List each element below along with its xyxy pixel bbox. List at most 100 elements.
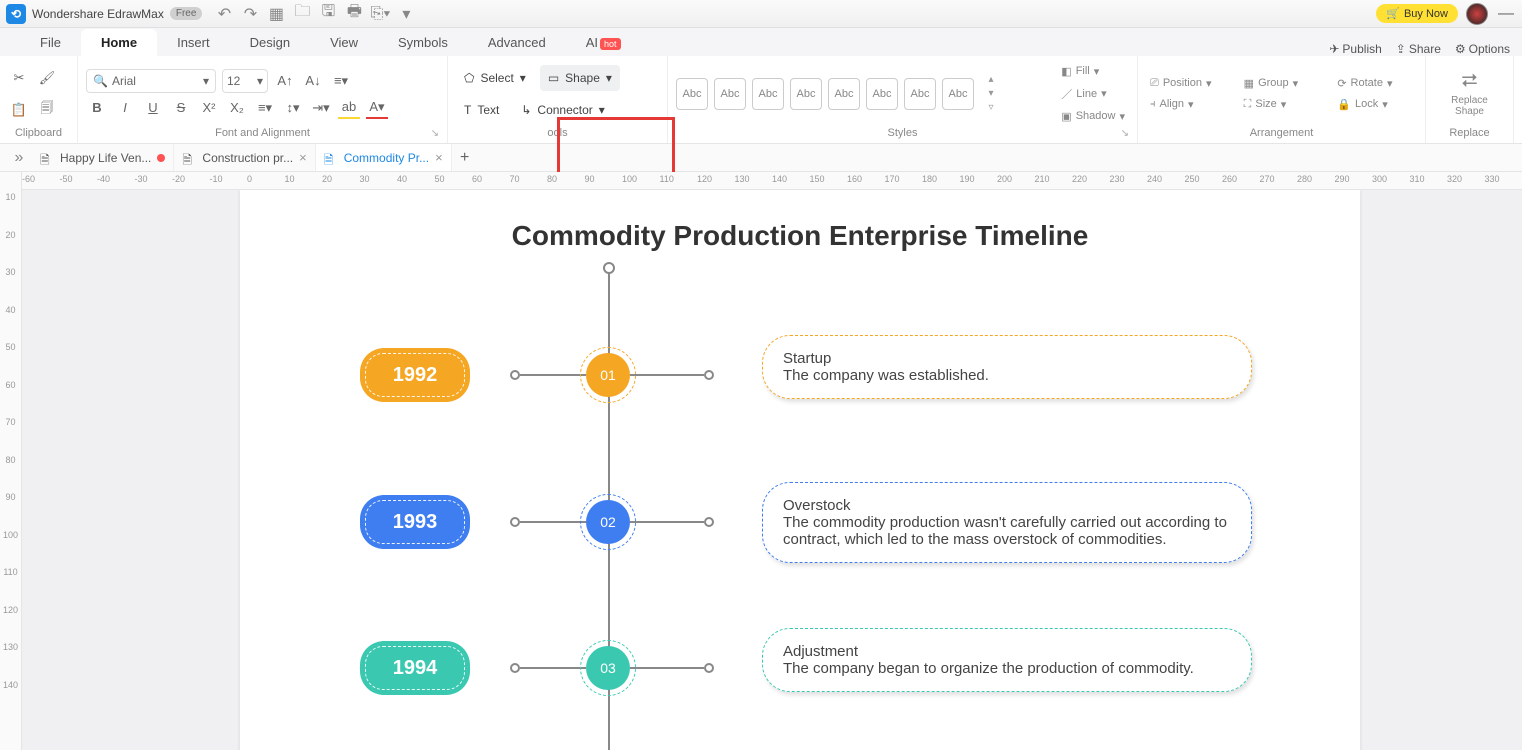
format-painter-icon[interactable]: 🖌 — [36, 67, 58, 89]
italic-icon[interactable]: I — [114, 97, 136, 119]
connector-tool[interactable]: ↳Connector▾ — [513, 97, 612, 123]
lock-button[interactable]: 🔒Lock▾ — [1333, 96, 1417, 113]
page[interactable]: Commodity Production Enterprise Timeline… — [240, 190, 1360, 750]
connector-line — [520, 521, 586, 523]
styles-group-launcher[interactable]: ↘ — [1121, 128, 1129, 139]
replace-shape-icon[interactable]: ⮂ — [1462, 70, 1478, 93]
bullets-icon[interactable]: ≡▾ — [254, 97, 276, 119]
style-swatch[interactable]: Abc — [942, 78, 974, 110]
strikethrough-icon[interactable]: S — [170, 97, 192, 119]
style-swatch[interactable]: Abc — [676, 78, 708, 110]
menu-tab-ai[interactable]: AIhot — [566, 29, 641, 56]
year-pill[interactable]: 1993 — [360, 495, 470, 549]
size-button[interactable]: ⛶Size▾ — [1240, 96, 1324, 113]
redo-icon[interactable]: ↷ — [242, 6, 258, 22]
font-size-select[interactable]: 12 ▾ — [222, 69, 268, 93]
options-button[interactable]: ⚙Options — [1455, 42, 1510, 56]
align-button[interactable]: ⫞Align▾ — [1146, 96, 1230, 113]
save-icon[interactable]: 🖫 — [320, 6, 336, 22]
indent-icon[interactable]: ⇥▾ — [310, 97, 332, 119]
document-tab[interactable]: 🗎Commodity Pr...× — [316, 144, 452, 171]
publish-icon: ✈ — [1329, 42, 1339, 56]
copy-icon[interactable]: 🗐 — [36, 99, 58, 121]
style-swatch[interactable]: Abc — [714, 78, 746, 110]
description-box[interactable]: OverstockThe commodity production wasn't… — [762, 482, 1252, 563]
shape-tool[interactable]: ▭Shape▾ — [540, 65, 620, 91]
rotate-button[interactable]: ⟳Rotate▾ — [1333, 75, 1417, 92]
highlight-icon[interactable]: ab — [338, 97, 360, 119]
buy-now-button[interactable]: 🛒 Buy Now — [1376, 4, 1458, 23]
menu-tab-view[interactable]: View — [310, 29, 378, 56]
subscript-icon[interactable]: X₂ — [226, 97, 248, 119]
font-color-icon[interactable]: A▾ — [366, 97, 388, 119]
timeline-node[interactable]: 03 — [586, 646, 630, 690]
year-pill[interactable]: 1994 — [360, 641, 470, 695]
paste-icon[interactable]: 📋 — [8, 99, 30, 121]
vertical-ruler: 102030405060708090100110120130140 — [0, 172, 22, 750]
style-gallery-more[interactable]: ▿ — [984, 102, 998, 114]
menu-tab-advanced[interactable]: Advanced — [468, 29, 566, 56]
timeline-node[interactable]: 01 — [586, 353, 630, 397]
style-swatch[interactable]: Abc — [904, 78, 936, 110]
underline-icon[interactable]: U — [142, 97, 164, 119]
cut-icon[interactable]: ✂ — [8, 67, 30, 89]
fill-button[interactable]: ◧Fill▾ — [1057, 63, 1129, 80]
document-tab[interactable]: 🗎Happy Life Ven... — [32, 144, 174, 171]
menu-tab-home[interactable]: Home — [81, 29, 157, 56]
canvas[interactable]: Commodity Production Enterprise Timeline… — [22, 190, 1522, 750]
style-swatch[interactable]: Abc — [866, 78, 898, 110]
print-icon[interactable]: 🖶 — [346, 6, 362, 22]
group-button[interactable]: ▦Group▾ — [1240, 75, 1324, 92]
gear-icon: ⚙ — [1455, 42, 1466, 56]
qat-more-icon[interactable]: ▾ — [398, 6, 414, 22]
add-tab-button[interactable]: + — [452, 149, 478, 167]
minimize-button[interactable]: — — [1496, 5, 1516, 23]
style-swatch[interactable]: Abc — [790, 78, 822, 110]
title-bar: ⟲ Wondershare EdrawMax Free ↶ ↷ ▦ 🗀 🖫 🖶 … — [0, 0, 1522, 28]
style-gallery-up[interactable]: ▴ — [984, 74, 998, 86]
export-icon[interactable]: ⎘▾ — [372, 6, 388, 22]
bold-icon[interactable]: B — [86, 97, 108, 119]
user-avatar[interactable] — [1466, 3, 1488, 25]
replace-shape-button[interactable]: Replace Shape — [1451, 95, 1488, 117]
style-swatch[interactable]: Abc — [752, 78, 784, 110]
menu-tab-symbols[interactable]: Symbols — [378, 29, 468, 56]
timeline-node[interactable]: 02 — [586, 500, 630, 544]
menu-tab-design[interactable]: Design — [230, 29, 310, 56]
style-gallery-down[interactable]: ▾ — [984, 88, 998, 100]
menu-tab-insert[interactable]: Insert — [157, 29, 230, 56]
line-spacing-icon[interactable]: ↕▾ — [282, 97, 304, 119]
line-button[interactable]: ／Line▾ — [1057, 84, 1129, 104]
superscript-icon[interactable]: X² — [198, 97, 220, 119]
decrease-font-icon[interactable]: A↓ — [302, 70, 324, 92]
menu-tab-file[interactable]: File — [20, 29, 81, 56]
description-box[interactable]: AdjustmentThe company began to organize … — [762, 628, 1252, 692]
description-box[interactable]: StartupThe company was established. — [762, 335, 1252, 399]
increase-font-icon[interactable]: A↑ — [274, 70, 296, 92]
select-tool[interactable]: ⬠Select▾ — [456, 65, 534, 91]
position-button[interactable]: ⎚Position▾ — [1146, 75, 1230, 92]
open-icon[interactable]: 🗀 — [294, 6, 310, 22]
text-tool[interactable]: TText — [456, 97, 507, 123]
publish-button[interactable]: ✈Publish — [1329, 42, 1381, 56]
buy-now-label: Buy Now — [1404, 8, 1448, 20]
font-size-value: 12 — [227, 74, 240, 88]
close-tab-icon[interactable]: × — [435, 150, 443, 165]
new-icon[interactable]: ▦ — [268, 6, 284, 22]
share-button[interactable]: ⇪Share — [1396, 42, 1441, 56]
close-tab-icon[interactable]: × — [299, 150, 307, 165]
font-family-select[interactable]: 🔍 Arial ▾ — [86, 69, 216, 93]
connector-endpoint — [510, 370, 520, 380]
replace-group-label: Replace — [1434, 127, 1505, 141]
document-tab[interactable]: 🗎Construction pr...× — [174, 144, 315, 171]
connector-line — [630, 667, 704, 669]
shadow-button[interactable]: ▣Shadow▾ — [1057, 108, 1129, 125]
year-pill[interactable]: 1992 — [360, 348, 470, 402]
font-group-launcher[interactable]: ↘ — [431, 128, 439, 139]
shadow-icon: ▣ — [1061, 110, 1071, 123]
style-swatch[interactable]: Abc — [828, 78, 860, 110]
align-menu-icon[interactable]: ≡▾ — [330, 70, 352, 92]
tabs-expand-icon[interactable]: » — [6, 149, 32, 167]
undo-icon[interactable]: ↶ — [216, 6, 232, 22]
cart-icon: 🛒 — [1386, 7, 1400, 20]
